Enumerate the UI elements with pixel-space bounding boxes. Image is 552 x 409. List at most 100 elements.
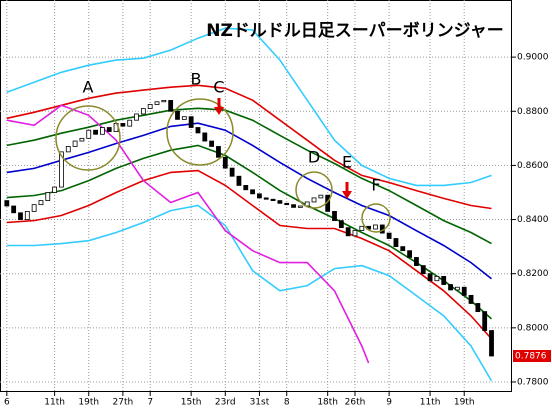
annotation-label: F [371, 176, 380, 195]
y-tick-label: 0.8200 [517, 269, 549, 279]
candle [427, 273, 433, 282]
candle [147, 104, 153, 109]
candle [24, 211, 30, 220]
candle [93, 129, 98, 135]
y-tick-label: 0.8800 [517, 107, 549, 117]
band-line [6, 204, 493, 382]
band-line [6, 122, 492, 280]
candle [195, 127, 201, 134]
candle [11, 205, 17, 214]
band-line [6, 84, 492, 210]
candle [489, 330, 494, 357]
candle [4, 200, 10, 207]
candle [140, 108, 146, 115]
candle [291, 204, 296, 208]
candle [86, 129, 92, 139]
x-tick-label: 6 [4, 398, 10, 408]
candle [338, 220, 344, 229]
candle [154, 101, 160, 105]
annotation-label: D [308, 148, 320, 167]
y-tick-label: 0.8400 [517, 215, 549, 225]
candle [181, 116, 187, 120]
highlight-circle [55, 105, 121, 171]
y-tick-label: 0.7800 [517, 377, 549, 387]
annotation-label: E [342, 153, 352, 172]
x-tick-label: 11th [44, 398, 65, 408]
arrow-head [214, 107, 224, 115]
x-tick-label: 11th [420, 398, 441, 408]
band-line [6, 104, 370, 364]
band-line [6, 169, 493, 340]
candle [441, 276, 447, 285]
band-line [6, 27, 492, 187]
x-tick-label: 27th [113, 398, 134, 408]
price-tag-label: 0.7876 [515, 351, 547, 361]
y-tick-label: 0.9000 [517, 53, 549, 63]
candle [318, 194, 324, 199]
price-tag [513, 349, 551, 362]
x-tick-label: 7 [147, 398, 153, 408]
candle [161, 100, 167, 103]
candle [202, 132, 208, 142]
candle [106, 127, 112, 132]
candle [420, 265, 426, 275]
candle [270, 198, 276, 202]
candle [236, 175, 242, 186]
candle [345, 227, 351, 237]
plot-frame [0, 0, 512, 392]
candle [65, 146, 71, 153]
candle [263, 197, 269, 200]
candle [332, 211, 337, 222]
candle [297, 205, 303, 208]
y-tick-label: 0.8600 [517, 161, 549, 171]
candle [352, 229, 358, 237]
candle [277, 200, 283, 204]
annotation-label: B [191, 70, 202, 89]
candle [72, 140, 78, 147]
candle [175, 110, 180, 120]
candle [475, 303, 481, 312]
x-tick-label: 19th [78, 398, 99, 408]
candle [216, 146, 221, 158]
band-line [6, 107, 492, 245]
candle [434, 276, 440, 282]
x-tick-label: 9 [386, 398, 392, 408]
candle [359, 225, 365, 231]
highlight-circle [166, 98, 234, 166]
x-tick-label: 15th [181, 398, 202, 408]
candle [400, 246, 406, 252]
candle [168, 100, 174, 112]
candle [31, 204, 37, 212]
candle [250, 189, 255, 195]
candle [454, 286, 460, 291]
candle [257, 193, 262, 199]
candle [120, 123, 126, 127]
candle [461, 286, 467, 296]
candle [448, 284, 453, 291]
x-tick-label: 26th [345, 398, 366, 408]
candle [373, 224, 378, 230]
candle [127, 119, 133, 127]
candle [79, 137, 85, 142]
candle [284, 202, 290, 206]
candle [38, 200, 44, 206]
candle [407, 250, 413, 258]
candle [52, 186, 58, 193]
x-tick-label: 31st [250, 398, 270, 408]
x-tick-label: 23rd [215, 398, 236, 408]
highlight-circle [361, 203, 391, 233]
candle [18, 212, 23, 220]
candle [386, 232, 392, 239]
candle [134, 113, 139, 121]
arrow-head [342, 191, 352, 199]
annotation-label: C [213, 78, 224, 97]
candle [59, 151, 64, 188]
x-tick-label: 18th [317, 398, 338, 408]
x-tick-label: 19th [454, 398, 475, 408]
candle [45, 192, 51, 202]
y-tick-label: 0.8000 [517, 323, 549, 333]
candle [229, 167, 235, 177]
candle [468, 294, 474, 304]
candle [188, 116, 194, 128]
